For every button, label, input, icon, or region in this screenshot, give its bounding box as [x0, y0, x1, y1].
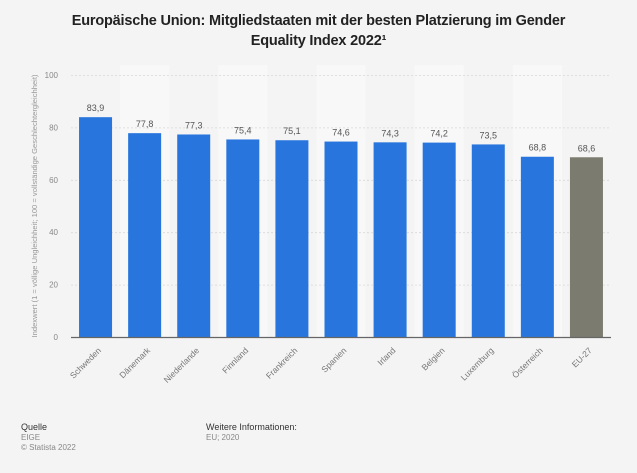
value-label: 75,4	[234, 125, 252, 135]
bar[interactable]	[324, 141, 358, 337]
value-label: 68,8	[529, 143, 547, 153]
value-label: 75,1	[283, 126, 301, 136]
x-tick-label: Schweden	[68, 345, 103, 380]
bar[interactable]	[569, 157, 603, 337]
y-axis-label: Indexwert (1 = völlige Ungleichheit; 100…	[30, 74, 39, 337]
bars	[79, 117, 603, 337]
bar[interactable]	[177, 134, 211, 337]
source-heading: Quelle	[21, 422, 48, 432]
chart-title: Europäische Union: Mitgliedstaaten mit d…	[71, 13, 566, 49]
value-label: 74,3	[381, 128, 399, 138]
value-label: 83,9	[87, 103, 105, 113]
y-tick-label: 100	[45, 71, 59, 80]
bar[interactable]	[422, 142, 456, 337]
value-label: 73,5	[480, 130, 498, 140]
y-tick-label: 20	[49, 281, 58, 290]
x-tick-label: Irland	[375, 345, 397, 367]
x-tick-label: Dänemark	[117, 345, 152, 380]
x-tick-label: Finnland	[220, 345, 250, 375]
value-labels: 83,9 77,8 77,3 75,4 75,1 74,6 74,3 74,2 73,5 68,8…	[87, 103, 595, 153]
bar-chart: 0 20 40 60 80 100 Indexwert (1 = völlige Ungl…	[30, 71, 611, 385]
value-label: 68,6	[578, 143, 596, 153]
x-tick-label: Frankreich	[264, 345, 300, 381]
bar[interactable]	[79, 117, 113, 337]
copyright-line[interactable]: © Statista 2022	[21, 443, 76, 452]
bar[interactable]	[520, 156, 554, 337]
bar[interactable]	[226, 139, 260, 337]
bar[interactable]	[128, 133, 162, 337]
value-label: 74,6	[332, 128, 350, 138]
x-tick-label: Luxemburg	[459, 345, 496, 382]
value-label: 74,2	[430, 129, 448, 139]
y-tick-label: 40	[49, 228, 58, 237]
y-tick-label: 80	[49, 123, 58, 132]
y-tick-label: 0	[54, 333, 59, 342]
x-tick-label: Österreich	[510, 345, 545, 380]
x-axis-ticks: Schweden Dänemark Niederlande Finnland Frank…	[68, 345, 594, 385]
value-label: 77,3	[185, 120, 203, 130]
source-line: EIGE	[21, 433, 41, 442]
y-axis-ticks: 0 20 40 60 80 100	[45, 71, 59, 342]
info-heading: Weitere Informationen:	[206, 422, 297, 432]
value-label: 77,8	[136, 119, 154, 129]
x-tick-label: EU-27	[570, 345, 594, 369]
x-tick-label: Spanien	[319, 345, 348, 374]
info-line: EU; 2020	[206, 433, 240, 442]
x-tick-label: Belgien	[419, 345, 446, 372]
bar[interactable]	[471, 144, 505, 337]
y-tick-label: 60	[49, 176, 58, 185]
bar[interactable]	[373, 142, 407, 337]
x-tick-label: Niederlande	[162, 345, 202, 385]
bar[interactable]	[275, 140, 309, 337]
